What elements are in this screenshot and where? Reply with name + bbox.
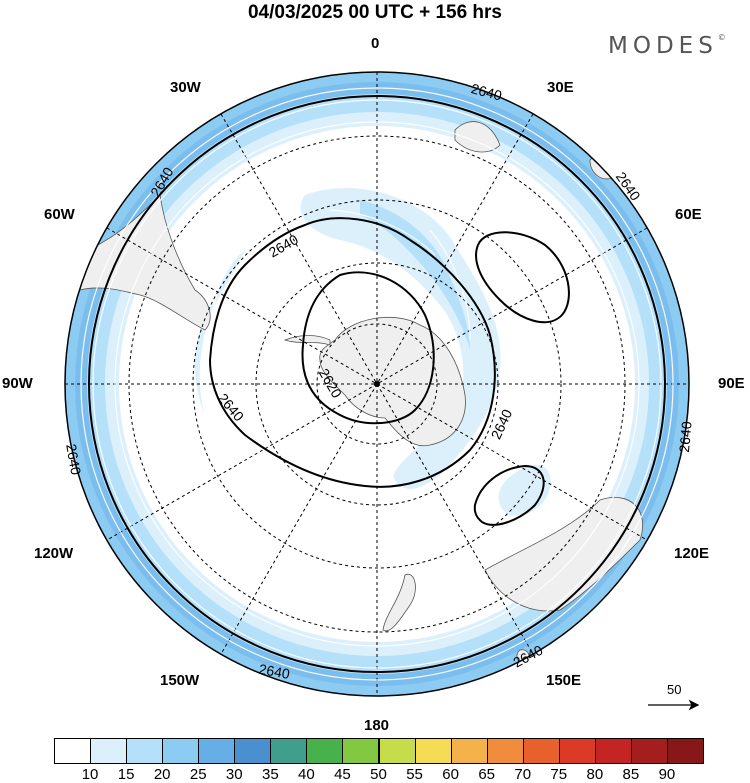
reference-vector-arrow [648, 699, 700, 711]
colorbar-swatch [594, 738, 632, 764]
australia [484, 497, 643, 612]
height-contours [88, 95, 666, 673]
wind-streamlines [80, 87, 674, 681]
contour-2640-high-ne [475, 231, 570, 324]
colorbar-label: 55 [406, 766, 423, 783]
colorbar-label: 80 [586, 766, 604, 783]
colorbar-label: 15 [117, 766, 135, 783]
map-disk [65, 72, 689, 696]
colorbar-swatch [90, 738, 128, 764]
colorbar-label: 35 [261, 766, 279, 783]
colorbar-label: 90 [658, 766, 676, 783]
colorbar-label: 70 [514, 766, 532, 783]
colorbar-swatch [270, 738, 308, 764]
colorbar-swatch [450, 738, 488, 764]
lon-label-30e: 30E [547, 79, 574, 96]
colorbar-label: 75 [550, 766, 568, 783]
colorbar-label: 45 [334, 766, 351, 783]
wind-shading-inner [194, 188, 551, 516]
colorbar-swatch [666, 738, 704, 764]
copyright-mark: © [717, 33, 726, 42]
contour-2620 [301, 271, 435, 425]
lon-label-30w: 30W [170, 79, 201, 96]
colorbar-swatch [234, 738, 272, 764]
contour-label: 2640 [676, 420, 695, 453]
modes-logo: MODES© [608, 33, 726, 59]
lon-label-60w: 60W [44, 206, 75, 223]
colorbar-swatch [162, 738, 200, 764]
colorbar-label: 10 [81, 766, 99, 783]
pole-marker [374, 381, 380, 387]
colorbar-label: 60 [442, 766, 459, 783]
contour-2640-inner [208, 217, 496, 488]
colorbar-swatch [414, 738, 452, 764]
contour-label: 2640 [469, 80, 503, 104]
contour-2640-high-se [473, 464, 545, 526]
colorbar-label: 65 [478, 766, 495, 783]
colorbar-label: 25 [189, 766, 207, 783]
colorbar-swatch [126, 738, 164, 764]
map-title: 04/03/2025 00 UTC + 156 hrs [247, 2, 503, 23]
lon-label-0: 0 [371, 35, 380, 52]
colorbar-label: 40 [298, 766, 315, 783]
lon-label-90e: 90E [718, 375, 745, 392]
brand-text: MODES [608, 33, 718, 59]
lon-label-150e: 150E [546, 672, 582, 689]
contour-label: 2640 [63, 443, 84, 477]
colorbar-swatch [378, 738, 416, 764]
new-zealand [382, 573, 416, 632]
colorbar-swatch [306, 738, 344, 764]
colorbar-swatch [54, 738, 92, 764]
lon-label-180: 180 [364, 717, 390, 734]
contour-label: 2640 [258, 661, 292, 682]
lon-label-150w: 150W [160, 672, 200, 689]
colorbar-label: 50 [370, 766, 387, 783]
colorbar-swatch [486, 738, 524, 764]
colorbar-swatch [630, 738, 668, 764]
reference-vector-value: 50 [667, 682, 682, 697]
lon-label-120w: 120W [34, 545, 74, 562]
lon-label-120e: 120E [674, 545, 710, 562]
colorbar-label: 30 [225, 766, 243, 783]
map-frame [64, 71, 690, 697]
colorbar-swatch [522, 738, 560, 764]
colorbar-swatch [198, 738, 236, 764]
contour-2640-outer [88, 95, 666, 673]
lon-label-60e: 60E [675, 206, 702, 223]
colorbar-label: 20 [153, 766, 171, 783]
colorbar-swatch [558, 738, 596, 764]
africa-tip [454, 121, 501, 153]
colorbar-label: 85 [622, 766, 640, 783]
colorbar-swatch [342, 738, 380, 764]
lon-label-90w: 90W [2, 375, 33, 392]
